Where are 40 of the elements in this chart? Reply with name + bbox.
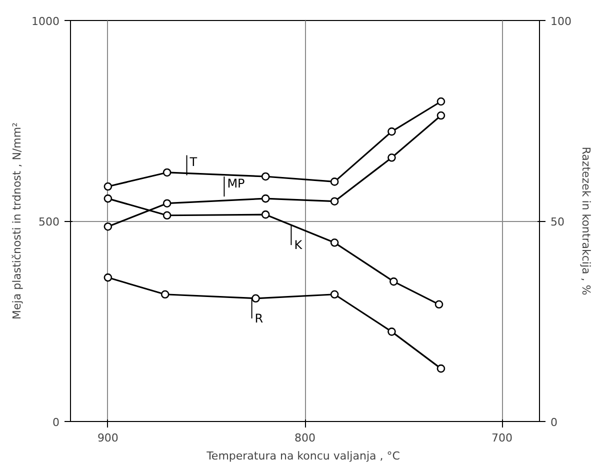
point	[162, 199, 172, 208]
y-axis-title: Meja plastičnosti in trdnost , N/mm²	[10, 122, 24, 320]
point	[252, 294, 260, 303]
point	[390, 277, 398, 286]
y2-axis-title: Raztezek in kontrakcija , %	[579, 146, 592, 296]
point	[434, 300, 444, 309]
point	[104, 222, 112, 231]
point	[436, 111, 446, 120]
x-tick-label: 900	[97, 432, 118, 444]
point	[261, 210, 270, 219]
point	[104, 273, 112, 282]
annotation: MP	[227, 176, 245, 190]
x-axis-title: Temperatura na koncu valjanja , °C	[206, 450, 400, 462]
point	[104, 194, 112, 203]
y-tick-label: 1000	[32, 15, 60, 28]
annotation: K	[294, 238, 304, 252]
y-tick-label: 0	[52, 416, 60, 429]
point	[104, 182, 112, 191]
y2-tick-label: 0	[550, 416, 558, 429]
point	[388, 328, 396, 336]
x-tick-label: 800	[294, 432, 316, 444]
y2-tick-label: 100	[550, 15, 572, 28]
point	[436, 364, 446, 373]
point	[261, 172, 270, 181]
y-tick-label: 500	[38, 216, 60, 228]
point	[160, 290, 170, 299]
point	[330, 197, 339, 206]
point	[388, 127, 396, 136]
point	[330, 178, 339, 186]
point	[162, 168, 172, 177]
annotation: R	[254, 311, 264, 326]
point	[330, 290, 339, 299]
x-tick-label: 700	[492, 432, 513, 444]
point	[388, 154, 396, 162]
point	[261, 194, 270, 203]
point	[436, 97, 446, 106]
y2-tick-label: 50	[550, 216, 564, 228]
point	[162, 211, 172, 220]
point	[330, 238, 339, 247]
annotation: T	[188, 155, 198, 170]
